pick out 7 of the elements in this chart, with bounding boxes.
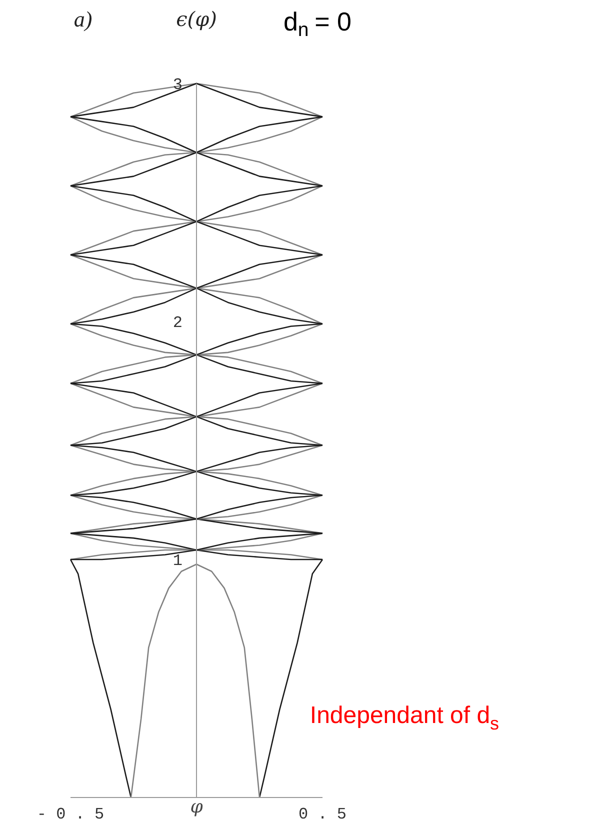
y-tick-label: 1 — [172, 552, 183, 570]
y-axis-title: ϵ(φ) — [176, 7, 217, 32]
text: a) — [74, 6, 92, 32]
y-tick-label: 2 — [172, 314, 183, 332]
x-tick-label: - 0 . 5 — [36, 806, 104, 824]
x-axis-title: φ — [190, 796, 204, 818]
x-tick-label: 0 . 5 — [298, 806, 347, 824]
